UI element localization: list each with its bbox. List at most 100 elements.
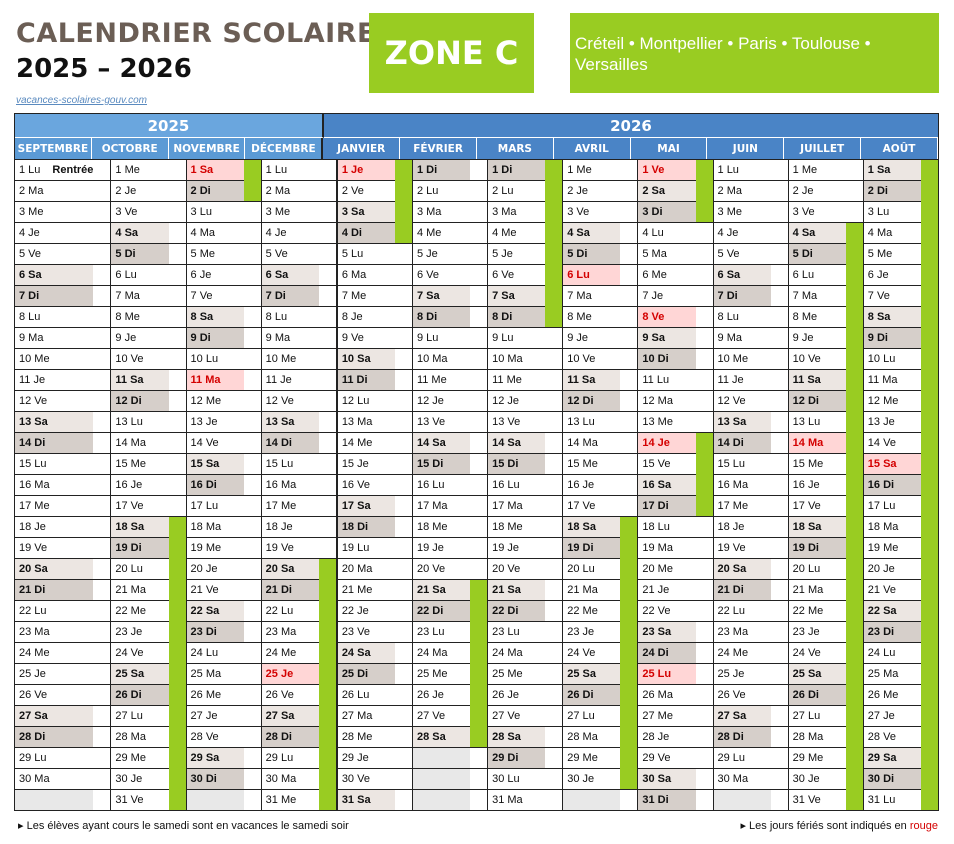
- day-cell: 30 Di: [863, 768, 938, 789]
- day-cell: 27 Ve: [488, 705, 563, 726]
- vacation-stripe: [168, 747, 186, 768]
- day-cell: 15 Me: [563, 453, 638, 474]
- vacation-stripe: [696, 727, 713, 747]
- vacation-stripe: [93, 643, 110, 663]
- vacation-stripe: [470, 748, 487, 768]
- vacation-stripe: [93, 748, 110, 768]
- vacation-stripe: [470, 202, 487, 222]
- vacation-stripe: [771, 622, 788, 642]
- vacation-stripe: [168, 705, 186, 726]
- vacation-stripe: [470, 538, 487, 558]
- month-header: OCTOBRE: [91, 138, 169, 159]
- day-cell: 15 Je: [337, 453, 412, 474]
- day-cell: 23 Ve: [337, 621, 412, 642]
- source-link[interactable]: vacances-scolaires-gouv.com: [16, 95, 147, 106]
- day-label: 31 Di: [638, 790, 696, 810]
- vacation-stripe: [920, 621, 938, 642]
- vacation-stripe: [695, 474, 713, 495]
- vacation-stripe: [771, 727, 788, 747]
- vacation-stripe: [319, 328, 336, 348]
- day-cell: 28 Ma: [111, 726, 186, 747]
- day-label: 10 Di: [638, 349, 696, 369]
- vacation-stripe: [395, 769, 412, 789]
- vacation-stripe: [169, 286, 186, 306]
- vacation-stripe: [244, 286, 261, 306]
- day-cell: 13 Ve: [412, 411, 488, 432]
- vacation-stripe: [318, 642, 336, 663]
- day-label: 18 Sa: [563, 516, 621, 537]
- day-cell: 2 Di: [186, 180, 261, 201]
- day-cell: 4 Ma: [186, 222, 261, 243]
- day-label: 30 Je: [788, 768, 846, 789]
- day-label: 8 Lu: [265, 311, 288, 323]
- day-label: 7 Ve: [190, 290, 213, 302]
- day-cell: 7 Me: [337, 285, 412, 306]
- day-cell: 7 Sa: [412, 285, 488, 306]
- day-label: 24 Ma: [412, 642, 471, 663]
- day-cell: 17 Me: [15, 495, 111, 516]
- vacation-stripe: [920, 663, 938, 684]
- day-label: 25 Me: [412, 663, 471, 684]
- day-label: 2 Lu: [416, 185, 439, 197]
- day-cell: 22 Lu: [713, 600, 788, 621]
- day-cell: 5 Me: [186, 243, 261, 264]
- day-label: 17 Ve: [788, 495, 846, 516]
- vacation-stripe: [244, 601, 261, 621]
- day-cell: 9 Ma: [713, 327, 788, 348]
- day-cell: 6 Lu: [563, 264, 638, 285]
- day-label: 20 Me: [642, 563, 673, 575]
- day-cell: 10 Ve: [111, 348, 186, 369]
- month-column: 1 Sa 2 Di 3 Lu 4 Ma 5 Me 6 Je 7 Ve 8 Sa 9 Di 10 L…: [186, 159, 262, 810]
- vacation-stripe: [93, 223, 110, 243]
- vacation-stripe: [545, 496, 562, 516]
- day-label: 12 Me: [863, 390, 921, 411]
- day-label: 16 Je: [115, 479, 143, 491]
- day-cell: 27 Je: [186, 705, 261, 726]
- vacation-stripe: [696, 412, 713, 432]
- day-cell: 19 Di: [563, 537, 638, 558]
- vacation-stripe: [244, 496, 261, 516]
- vacation-stripe: [168, 621, 186, 642]
- vacation-stripe: [395, 349, 412, 369]
- day-label: 2 Je: [792, 185, 814, 197]
- day-label: 24 Lu: [190, 647, 219, 659]
- day-label: 9 Lu: [492, 332, 514, 344]
- vacation-stripe: [470, 726, 488, 747]
- day-cell: 17 Sa: [337, 495, 412, 516]
- vacation-stripe: [545, 159, 563, 180]
- day-label: 4 Ma: [863, 222, 921, 243]
- vacation-stripe: [93, 454, 110, 474]
- day-cell: 2 Di: [863, 180, 938, 201]
- day-cell: 11 Je: [15, 369, 111, 390]
- vacation-stripe: [93, 391, 110, 411]
- day-label: 7 Ma: [788, 285, 846, 306]
- day-cell: 9 Ma: [261, 327, 336, 348]
- day-cell: 16 Ve: [337, 474, 412, 495]
- day-label: 22 Di: [488, 601, 546, 621]
- vacation-stripe: [395, 748, 412, 768]
- vacation-stripe: [470, 391, 487, 411]
- vacation-stripe: [620, 202, 637, 222]
- day-label: 19 Ma: [642, 542, 673, 554]
- vacation-stripe: [470, 663, 488, 684]
- vacation-stripe: [319, 454, 336, 474]
- day-label: 1 Sa: [863, 159, 921, 180]
- day-cell: 27 Sa: [261, 705, 336, 726]
- day-label: 28 Ma: [788, 726, 846, 747]
- vacation-stripe: [318, 558, 336, 579]
- day-cell: 3 Me: [261, 201, 336, 222]
- day-label: 15 Lu: [717, 458, 746, 470]
- day-cell: 29 Lu: [261, 747, 336, 768]
- day-cell: 20 Lu: [111, 558, 186, 579]
- day-cell: 12 Di: [788, 390, 863, 411]
- vacation-stripe: [168, 579, 186, 600]
- day-cell: 15 Di: [412, 453, 488, 474]
- day-cell: 26 Ve: [713, 684, 788, 705]
- month-header: JUIN: [707, 138, 785, 159]
- day-cell: 8 Di: [488, 306, 563, 327]
- vacation-stripe: [169, 391, 186, 411]
- day-label: 11 Di: [337, 370, 395, 390]
- vacation-stripe: [243, 180, 261, 201]
- vacation-stripe: [244, 643, 261, 663]
- vacation-stripe: [696, 370, 713, 390]
